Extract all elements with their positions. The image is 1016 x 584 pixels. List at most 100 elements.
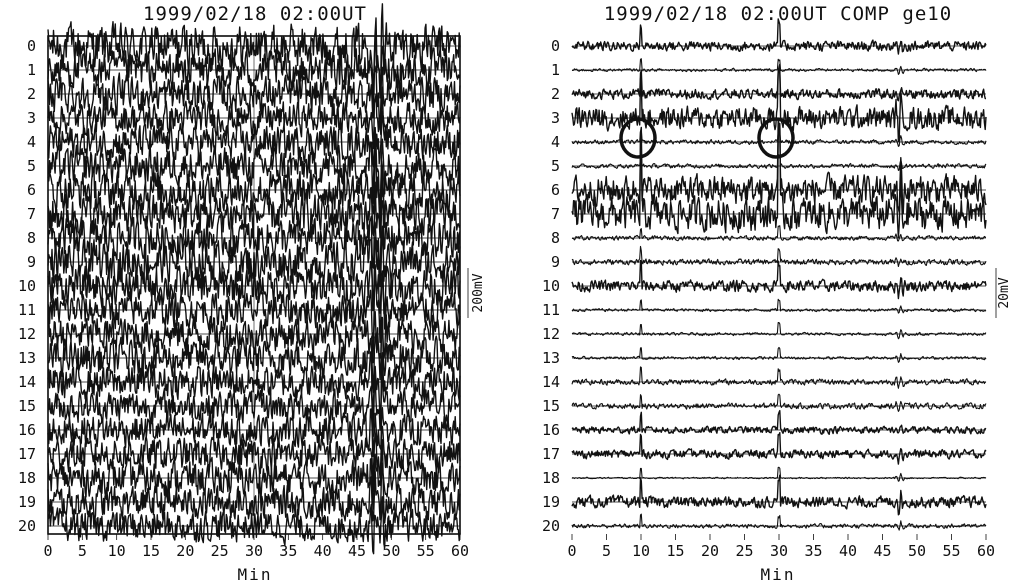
right-channel-trace-14 — [571, 366, 987, 389]
right-channel-label-9: 9 — [551, 253, 560, 271]
right-x-tick-label-5: 5 — [602, 542, 611, 560]
left-channel-trace-14 — [47, 351, 461, 424]
right-channel-trace-0 — [571, 18, 987, 55]
left-x-tick-label-10: 10 — [108, 542, 126, 560]
left-x-tick-label-50: 50 — [382, 542, 400, 560]
right-panel-comp: 1999/02/18 02:00UT COMP ge10 01234567891… — [542, 3, 1012, 584]
right-x-tick-label-30: 30 — [770, 542, 788, 560]
right-x-tick-label-25: 25 — [735, 542, 753, 560]
right-channel-label-5: 5 — [551, 157, 560, 175]
left-channel-trace-18 — [47, 439, 461, 510]
left-scale-bar-label: 200mV — [471, 273, 486, 312]
right-scale-bar-label: 20mV — [997, 277, 1012, 308]
right-channel-label-4: 4 — [551, 133, 560, 151]
left-channel-label-14: 14 — [18, 373, 36, 391]
left-channel-label-19: 19 — [18, 493, 36, 511]
left-channel-label-8: 8 — [27, 229, 36, 247]
right-channel-trace-13 — [571, 346, 987, 363]
left-channel-label-18: 18 — [18, 469, 36, 487]
left-channel-trace-2 — [47, 65, 461, 131]
right-x-tick-labels: 0 5 10 15 20 25 30 35 40 45 50 55 60 — [567, 534, 995, 560]
right-channel-label-11: 11 — [542, 301, 560, 319]
right-channel-label-17: 17 — [542, 445, 560, 463]
left-channel-trace-15 — [47, 365, 461, 438]
left-scale-bar: 200mV — [467, 268, 486, 318]
right-channel-label-13: 13 — [542, 349, 560, 367]
left-channel-trace-1 — [47, 30, 461, 115]
left-channel-label-16: 16 — [18, 421, 36, 439]
right-chart-title: 1999/02/18 02:00UT COMP ge10 — [604, 3, 952, 25]
right-x-tick-label-35: 35 — [804, 542, 822, 560]
right-x-tick-label-55: 55 — [942, 542, 960, 560]
left-channel-trace-4 — [47, 110, 461, 168]
right-channel-label-1: 1 — [551, 61, 560, 79]
left-x-tick-label-40: 40 — [314, 542, 332, 560]
right-channel-label-3: 3 — [551, 109, 560, 127]
left-x-tick-label-15: 15 — [142, 542, 160, 560]
spike-marker-circle — [619, 117, 657, 159]
right-channel-label-14: 14 — [542, 373, 560, 391]
left-channel-trace-7 — [47, 170, 461, 239]
left-x-tick-label-35: 35 — [279, 542, 297, 560]
left-channel-label-0: 0 — [27, 37, 36, 55]
left-channel-label-15: 15 — [18, 397, 36, 415]
left-channel-trace-8 — [47, 200, 461, 288]
right-channel-label-19: 19 — [542, 493, 560, 511]
right-channel-trace-9 — [571, 245, 987, 268]
right-channel-label-2: 2 — [551, 85, 560, 103]
left-channel-label-7: 7 — [27, 205, 36, 223]
right-spike-markers — [619, 117, 795, 159]
right-scale-bar: 20mV — [995, 268, 1012, 318]
right-x-tick-label-0: 0 — [567, 542, 576, 560]
left-plot-frame-outer — [47, 35, 461, 535]
left-x-tick-label-30: 30 — [245, 542, 263, 560]
right-channel-trace-15 — [571, 393, 987, 412]
left-x-tick-label-55: 55 — [417, 542, 435, 560]
right-channel-trace-2 — [571, 69, 987, 102]
right-channel-label-16: 16 — [542, 421, 560, 439]
right-channel-trace-12 — [571, 322, 987, 340]
left-x-tick-label-45: 45 — [348, 542, 366, 560]
left-channel-label-13: 13 — [18, 349, 36, 367]
left-channel-label-20: 20 — [18, 517, 36, 535]
right-channel-trace-11 — [571, 298, 987, 314]
spike-marker-circle — [757, 117, 795, 159]
left-channel-label-11: 11 — [18, 301, 36, 319]
right-channel-trace-7 — [571, 123, 987, 239]
left-channel-label-1: 1 — [27, 61, 36, 79]
left-channel-trace-20 — [47, 496, 461, 555]
right-channel-label-8: 8 — [551, 229, 560, 247]
right-x-tick-label-45: 45 — [873, 542, 891, 560]
right-channel-trace-20 — [571, 513, 987, 531]
left-traces — [47, 3, 461, 555]
right-channel-label-18: 18 — [542, 469, 560, 487]
right-x-tick-label-20: 20 — [701, 542, 719, 560]
right-x-tick-label-60: 60 — [977, 542, 995, 560]
left-channel-trace-10 — [47, 260, 461, 318]
left-channel-trace-19 — [47, 462, 461, 524]
right-channel-trace-18 — [571, 466, 987, 482]
right-channel-trace-3 — [571, 63, 987, 143]
right-traces — [571, 18, 987, 531]
left-channel-label-10: 10 — [18, 277, 36, 295]
left-channel-trace-3 — [47, 86, 461, 150]
left-x-tick-label-5: 5 — [78, 542, 87, 560]
right-channel-trace-10 — [571, 259, 987, 300]
left-channel-trace-11 — [47, 270, 461, 343]
right-x-tick-label-10: 10 — [632, 542, 650, 560]
left-x-tick-label-20: 20 — [176, 542, 194, 560]
left-channel-trace-17 — [47, 425, 461, 493]
left-x-axis-label: Min — [238, 565, 273, 584]
left-x-tick-label-60: 60 — [451, 542, 469, 560]
right-channel-label-6: 6 — [551, 181, 560, 199]
left-channel-label-6: 6 — [27, 181, 36, 199]
left-channel-trace-0 — [47, 3, 461, 94]
left-channel-label-4: 4 — [27, 133, 36, 151]
right-channel-label-10: 10 — [542, 277, 560, 295]
right-channel-trace-19 — [571, 474, 987, 516]
right-channel-trace-17 — [571, 432, 987, 465]
right-x-tick-label-40: 40 — [839, 542, 857, 560]
